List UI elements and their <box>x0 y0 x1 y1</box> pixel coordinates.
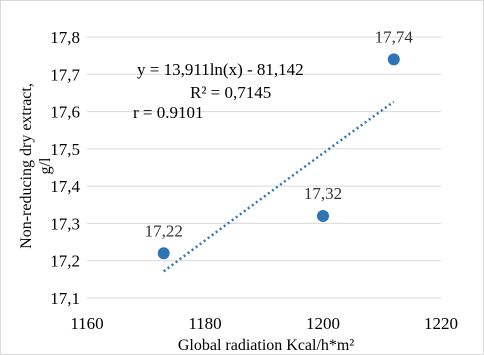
y-axis-title-line1: Non-reducing dry extract, <box>18 83 35 249</box>
y-tick-label: 17,1 <box>50 289 80 308</box>
x-axis-title: Global radiation Kcal/h*m² <box>178 337 355 354</box>
y-tick-label: 17,6 <box>50 103 80 122</box>
x-tick-label: 1220 <box>424 314 458 333</box>
data-point <box>158 247 170 259</box>
x-tick-label: 1200 <box>306 314 340 333</box>
data-point <box>388 53 400 65</box>
y-tick-label: 17,3 <box>50 214 80 233</box>
y-tick-label: 17,7 <box>50 65 80 84</box>
correlation-label: r = 0.9101 <box>133 103 204 122</box>
y-tick-label: 17,2 <box>50 252 80 271</box>
y-tick-label: 17,8 <box>50 28 80 47</box>
r-squared-label: R² = 0,7145 <box>190 83 271 102</box>
y-axis-title-line2: g/l <box>37 157 54 174</box>
y-tick-label: 17,5 <box>50 140 80 159</box>
data-label: 17,22 <box>145 221 183 240</box>
x-tick-label: 1160 <box>70 314 103 333</box>
trendline-equation: y = 13,911ln(x) - 81,142 <box>137 60 304 79</box>
data-point <box>317 210 329 222</box>
data-label: 17,74 <box>375 27 414 46</box>
x-tick-label: 1180 <box>188 314 221 333</box>
y-tick-label: 17,4 <box>50 177 80 196</box>
data-label: 17,32 <box>304 184 342 203</box>
